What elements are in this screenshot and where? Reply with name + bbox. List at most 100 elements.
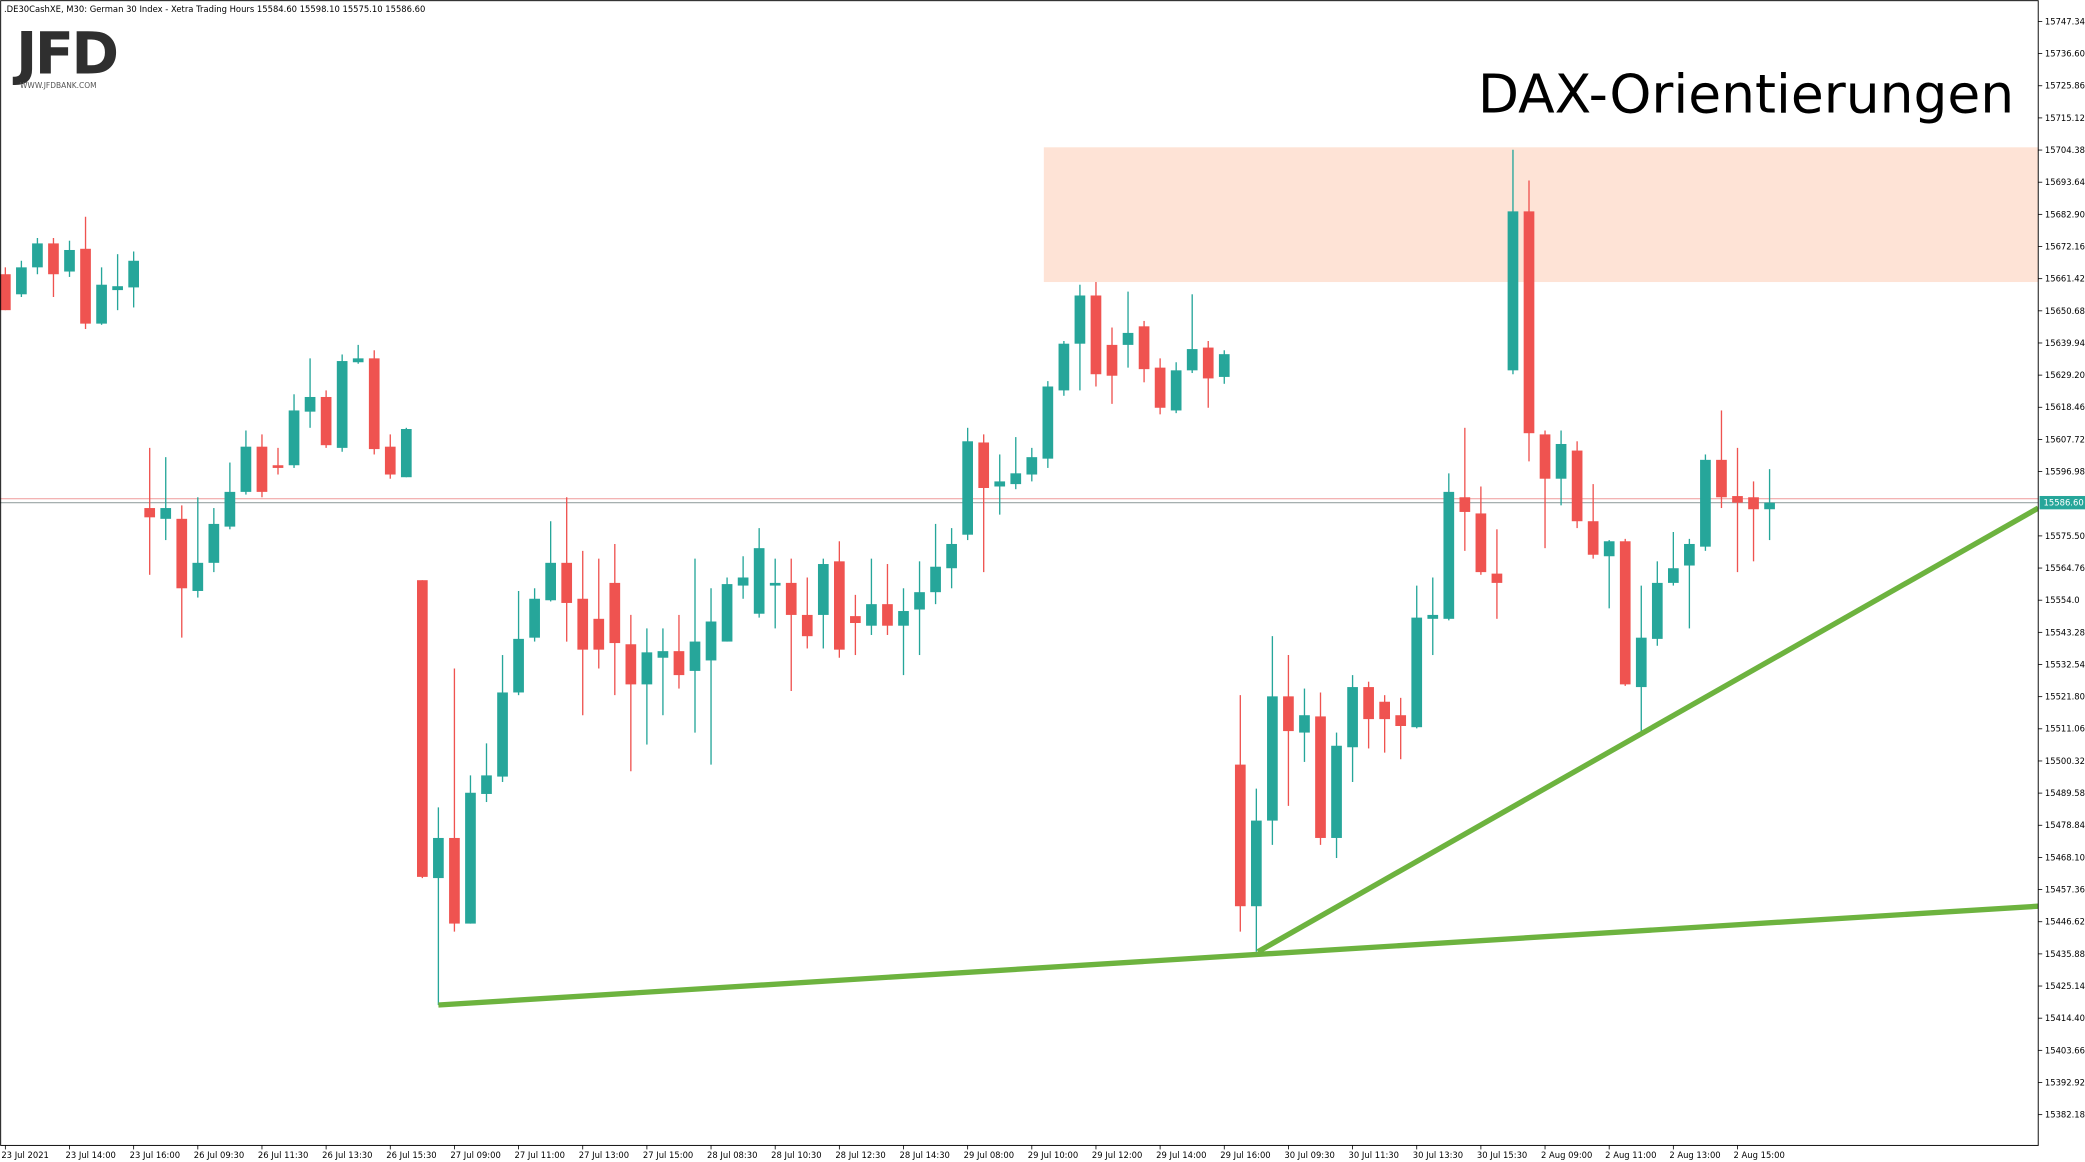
x-tick-label: 28 Jul 12:30: [835, 1150, 885, 1160]
candle-body: [625, 644, 637, 685]
candle-body: [1635, 637, 1647, 688]
resistance-zone: [1043, 147, 2039, 283]
candle-body: [16, 267, 27, 295]
candle-body: [1619, 541, 1631, 685]
y-tick-label: 15435.88: [2045, 949, 2085, 959]
candle-body: [1170, 370, 1182, 411]
x-tick-label: 29 Jul 08:00: [964, 1150, 1014, 1160]
candle-body: [1090, 295, 1102, 375]
x-tick-label: 28 Jul 10:30: [771, 1150, 821, 1160]
candle-body: [737, 577, 749, 586]
y-tick-label: 15392.92: [2045, 1077, 2085, 1087]
logo-url: WWW.JFDBANK.COM: [20, 81, 97, 90]
candle-body: [1443, 491, 1455, 619]
last-price-label: 15586.60: [2044, 498, 2084, 508]
y-tick-label: 15543.28: [2045, 627, 2085, 637]
candle-body: [1700, 459, 1711, 547]
candle-body: [577, 598, 589, 650]
x-tick-label: 23 Jul 14:00: [65, 1150, 115, 1160]
candle-body: [1234, 764, 1246, 907]
y-tick-label: 15457.36: [2045, 885, 2085, 895]
x-tick-label: 26 Jul 15:30: [386, 1150, 436, 1160]
candle-body: [930, 566, 941, 593]
y-tick-label: 15575.50: [2045, 531, 2085, 541]
x-tick-label: 2 Aug 11:00: [1605, 1150, 1656, 1160]
candle-body: [240, 446, 252, 492]
candle-body: [1315, 716, 1326, 838]
candle-body: [1716, 459, 1727, 498]
candle-body: [1555, 443, 1567, 479]
candle-body: [1395, 715, 1407, 726]
candle-body: [914, 592, 925, 610]
candle-body: [304, 396, 316, 412]
candle-body: [1010, 473, 1022, 485]
candle-body: [1154, 367, 1166, 408]
candle-body: [753, 548, 765, 614]
candle-body: [1138, 326, 1150, 370]
candle-body: [352, 358, 364, 363]
candle-body: [1042, 386, 1054, 459]
candle-body: [1106, 344, 1118, 376]
x-tick-label: 30 Jul 13:30: [1413, 1150, 1463, 1160]
logo: JFD: [12, 21, 116, 88]
x-tick-label: 23 Jul 2021: [1, 1150, 49, 1160]
y-tick-label: 15693.64: [2045, 177, 2085, 187]
candle-body: [641, 652, 653, 685]
x-tick-label: 27 Jul 15:00: [643, 1150, 693, 1160]
candle-body: [1186, 349, 1198, 371]
candle-body: [882, 604, 893, 626]
candle-body: [1587, 521, 1599, 555]
candle-body: [336, 361, 348, 448]
y-tick-label: 15725.86: [2045, 81, 2085, 91]
candle-body: [1202, 347, 1214, 379]
candle-body: [1427, 614, 1439, 619]
candle-body: [176, 518, 188, 589]
x-tick-label: 29 Jul 14:00: [1156, 1150, 1206, 1160]
candle-body: [1507, 211, 1519, 371]
chart-header: .DE30CashXE, M30: German 30 Index - Xetr…: [4, 4, 425, 14]
candle-body: [1651, 582, 1663, 639]
y-tick-label: 15511.06: [2045, 724, 2085, 734]
y-tick-label: 15682.90: [2045, 209, 2085, 219]
x-tick-label: 30 Jul 15:30: [1477, 1150, 1527, 1160]
candle-body: [994, 481, 1006, 487]
candle-body: [465, 792, 476, 924]
candle-body: [1491, 573, 1503, 583]
candle-body: [817, 564, 829, 615]
candle-body: [1459, 497, 1471, 512]
x-tick-label: 29 Jul 10:00: [1028, 1150, 1078, 1160]
trendline: [1256, 505, 2039, 955]
candle-body: [962, 441, 973, 535]
candle-body: [1748, 497, 1759, 510]
candle-body: [1267, 696, 1278, 821]
candle-body: [721, 584, 733, 642]
plot-frame: [0, 0, 2039, 1146]
candle-body: [1347, 687, 1358, 748]
x-tick-label: 26 Jul 11:30: [258, 1150, 308, 1160]
candle-body: [1218, 354, 1230, 377]
candle-body: [689, 641, 701, 671]
candle-body: [785, 582, 797, 615]
y-tick-label: 15446.62: [2045, 917, 2085, 927]
candle-body: [1283, 696, 1294, 732]
y-tick-label: 15747.34: [2045, 16, 2085, 26]
y-tick-label: 15618.46: [2045, 402, 2085, 412]
candle-body: [208, 523, 220, 563]
candle-body: [529, 598, 540, 638]
y-tick-label: 15468.10: [2045, 852, 2085, 862]
y-tick-label: 15403.66: [2045, 1045, 2085, 1055]
x-tick-label: 28 Jul 14:30: [899, 1150, 949, 1160]
last-price-tag: [2039, 495, 2085, 510]
y-tick-label: 15661.42: [2045, 274, 2085, 284]
y-tick-label: 15639.94: [2045, 338, 2085, 348]
candle-body: [1058, 343, 1070, 391]
x-tick-label: 26 Jul 13:30: [322, 1150, 372, 1160]
y-tick-label: 15715.12: [2045, 113, 2085, 123]
candle-body: [866, 604, 877, 626]
candle-body: [978, 442, 990, 488]
x-tick-label: 29 Jul 12:00: [1092, 1150, 1142, 1160]
candle-body: [32, 243, 43, 268]
y-tick-label: 15554.0: [2045, 595, 2080, 605]
trendline: [438, 903, 2039, 1008]
